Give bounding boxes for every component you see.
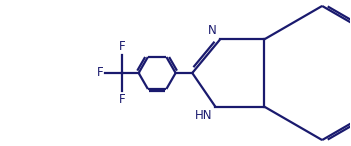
Text: F: F	[119, 93, 125, 106]
Text: F: F	[97, 66, 103, 80]
Text: HN: HN	[194, 109, 212, 122]
Text: F: F	[119, 40, 125, 53]
Text: N: N	[208, 24, 217, 37]
